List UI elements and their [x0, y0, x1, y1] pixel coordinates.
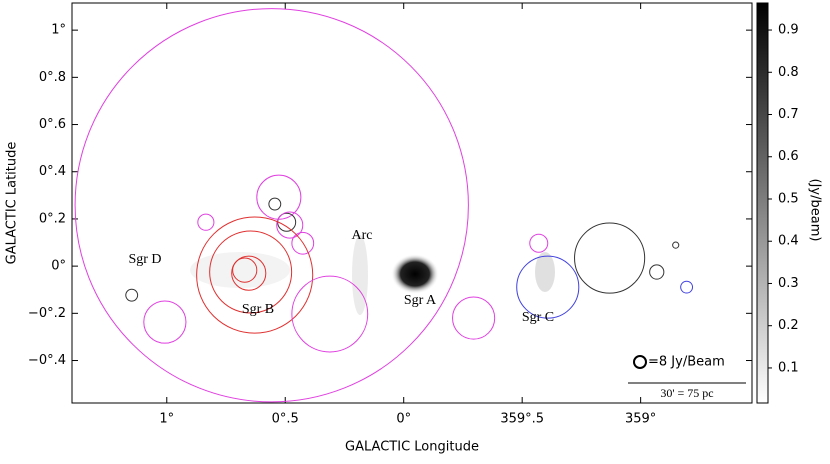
colorbar-tick-label: 0.8	[778, 65, 799, 80]
source-circle	[672, 241, 680, 249]
y-tick-label: 0°.6	[39, 117, 66, 132]
y-tick-label: 0°.4	[39, 164, 66, 179]
region-label: Sgr A	[404, 293, 437, 308]
source-circle	[529, 233, 549, 253]
region-label: Sgr D	[128, 252, 161, 267]
source-circle	[232, 257, 258, 283]
source-circle	[256, 174, 302, 220]
colorbar-tick-label: 0.1	[778, 360, 799, 375]
colorbar-tick-label: 0.7	[778, 107, 799, 122]
source-circle	[143, 300, 187, 344]
region-label: Arc	[352, 228, 373, 243]
source-circle	[268, 197, 282, 211]
source-circle	[574, 222, 646, 294]
source-circle	[680, 280, 694, 294]
source-circle	[197, 213, 215, 231]
colorbar-title: (Jy/beam)	[808, 179, 823, 242]
y-tick-label: −0°.2	[28, 306, 66, 321]
colorbar	[756, 2, 769, 404]
y-tick-label: −0°.4	[28, 353, 66, 368]
source-circle	[452, 296, 496, 340]
source-circle	[209, 230, 293, 314]
sgr-b-emission	[190, 252, 290, 288]
source-circle	[516, 255, 580, 319]
x-tick-label: 0°	[396, 412, 411, 427]
source-circle	[276, 211, 304, 239]
source-circle	[291, 231, 315, 255]
y-tick-label: 0°.8	[39, 70, 66, 85]
sgr-c-emission	[535, 252, 555, 292]
source-circle	[196, 216, 314, 334]
legend-text: =8 Jy/Beam	[648, 355, 725, 370]
legend-symbol	[633, 355, 647, 369]
source-circle	[231, 255, 267, 291]
region-label: Sgr C	[522, 310, 554, 325]
colorbar-tick-label: 0.3	[778, 276, 799, 291]
source-circle	[74, 8, 469, 403]
x-tick-label: 359°.5	[500, 412, 544, 427]
y-tick-label: 1°	[51, 23, 66, 38]
colorbar-tick-label: 0.9	[778, 23, 799, 38]
scale-bar-label: 30' = 75 pc	[660, 386, 713, 400]
source-circle	[649, 264, 665, 280]
x-tick-label: 0°.5	[272, 412, 299, 427]
sgr-a-emission	[391, 254, 439, 294]
x-tick-label: 1°	[159, 412, 174, 427]
colorbar-tick-label: 0.4	[778, 234, 799, 249]
source-circle	[277, 212, 297, 232]
y-axis-title: GALACTIC Latitude	[5, 142, 20, 265]
y-tick-label: 0°	[51, 259, 66, 274]
region-label: Sgr B	[242, 302, 274, 317]
x-axis-title: GALACTIC Longitude	[345, 440, 479, 455]
colorbar-tick-label: 0.6	[778, 149, 799, 164]
source-circle	[291, 275, 369, 353]
y-tick-label: 0°.2	[39, 211, 66, 226]
x-tick-label: 359°	[625, 412, 656, 427]
sources	[74, 8, 694, 403]
arc-emission	[352, 235, 368, 315]
source-circle	[125, 288, 139, 302]
colorbar-tick-label: 0.5	[778, 191, 799, 206]
plot-frame	[71, 2, 753, 404]
colorbar-tick-label: 0.2	[778, 318, 799, 333]
